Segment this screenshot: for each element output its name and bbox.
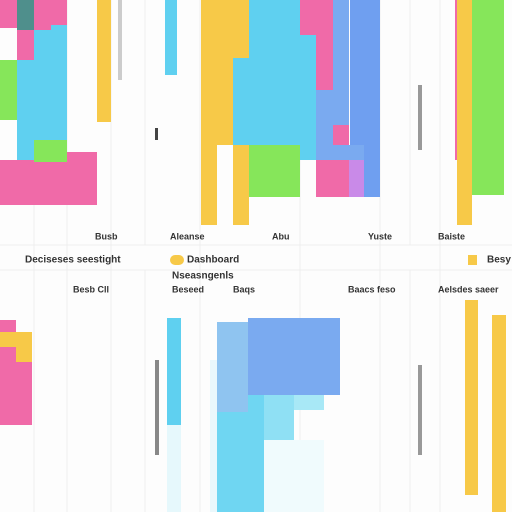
legend-subtitle: Nseasngenls	[172, 271, 234, 282]
panel-label: Baqs	[233, 284, 255, 294]
panel-label: Besb Cll	[73, 284, 109, 294]
panel-label: Baiste	[438, 231, 465, 241]
panel-label: Yuste	[368, 231, 392, 241]
legend-swatch	[468, 255, 477, 265]
panel-label: Abu	[272, 231, 290, 241]
panel-label: Baacs feso	[348, 284, 396, 294]
panel-label: Beseed	[172, 284, 204, 294]
bars-top-middle	[165, 0, 380, 225]
legend-item: Besy	[487, 255, 511, 266]
axis-ticks	[118, 0, 422, 455]
legend-item: Dashboard	[187, 255, 239, 266]
panel-label: Aelsdes saeer	[438, 284, 499, 294]
legend-swatch	[170, 255, 184, 265]
legend-title: Deciseses seestight	[25, 255, 121, 266]
bars-top-left	[0, 0, 111, 205]
panel-label: Busb	[95, 231, 118, 241]
bars-top-right	[455, 0, 504, 225]
panel-label: Aleanse	[170, 231, 205, 241]
bars-bottom	[0, 300, 506, 512]
